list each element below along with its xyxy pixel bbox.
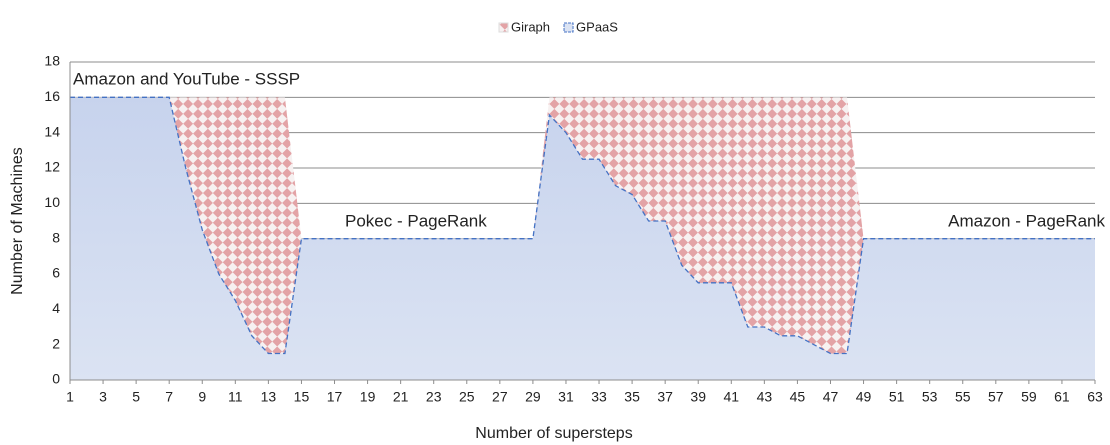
legend-label: GPaaS xyxy=(576,19,618,34)
legend-label: Giraph xyxy=(511,19,550,34)
y-tick-label: 10 xyxy=(44,194,60,210)
x-tick-label: 43 xyxy=(757,389,773,405)
x-tick-label: 31 xyxy=(558,389,574,405)
x-tick-label: 49 xyxy=(856,389,872,405)
y-tick-label: 8 xyxy=(52,229,60,245)
x-tick-label: 3 xyxy=(99,389,107,405)
x-tick-label: 45 xyxy=(790,389,806,405)
y-tick-label: 12 xyxy=(44,159,60,175)
y-tick-label: 14 xyxy=(44,123,60,139)
x-tick-label: 35 xyxy=(624,389,640,405)
x-tick-label: 41 xyxy=(724,389,740,405)
y-tick-label: 4 xyxy=(52,300,60,316)
x-tick-label: 1 xyxy=(66,389,74,405)
x-tick-label: 19 xyxy=(360,389,376,405)
legend-swatch xyxy=(563,22,574,33)
x-tick-label: 47 xyxy=(823,389,839,405)
y-axis-title: Number of Machines xyxy=(9,147,26,295)
legend-item: GPaaS xyxy=(563,19,618,34)
y-tick-label: 18 xyxy=(44,53,60,69)
x-tick-label: 13 xyxy=(261,389,277,405)
x-tick-label: 29 xyxy=(525,389,541,405)
legend-item: Giraph xyxy=(498,19,550,34)
x-tick-label: 63 xyxy=(1087,389,1103,405)
x-tick-label: 9 xyxy=(198,389,206,405)
x-tick-label: 25 xyxy=(459,389,475,405)
annotation: Pokec - PageRank xyxy=(345,211,487,230)
x-tick-label: 61 xyxy=(1054,389,1070,405)
annotation: Amazon and YouTube - SSSP xyxy=(73,69,300,88)
x-tick-label: 53 xyxy=(922,389,938,405)
annotation: Amazon - PageRank xyxy=(948,211,1105,230)
y-tick-label: 16 xyxy=(44,88,60,104)
area xyxy=(70,97,1095,380)
x-tick-label: 17 xyxy=(327,389,343,405)
line xyxy=(70,96,1095,355)
x-tick-label: 7 xyxy=(165,389,173,405)
x-axis-title: Number of supersteps xyxy=(475,425,632,442)
y-tick-label: 2 xyxy=(52,335,60,351)
x-tick-label: 37 xyxy=(657,389,673,405)
x-tick-label: 23 xyxy=(426,389,442,405)
x-tick-label: 39 xyxy=(690,389,706,405)
x-tick-label: 59 xyxy=(1021,389,1037,405)
x-tick-label: 11 xyxy=(228,389,243,405)
x-tick-label: 51 xyxy=(889,389,905,405)
y-tick-label: 6 xyxy=(52,265,60,281)
x-tick-label: 5 xyxy=(132,389,140,405)
legend-swatch xyxy=(498,22,509,33)
x-tick-label: 27 xyxy=(492,389,508,405)
x-tick-label: 15 xyxy=(294,389,310,405)
x-tick-label: 57 xyxy=(988,389,1004,405)
x-tick-label: 55 xyxy=(955,389,971,405)
y-tick-label: 0 xyxy=(52,371,60,387)
x-tick-label: 21 xyxy=(393,389,409,405)
x-tick-label: 33 xyxy=(591,389,607,405)
